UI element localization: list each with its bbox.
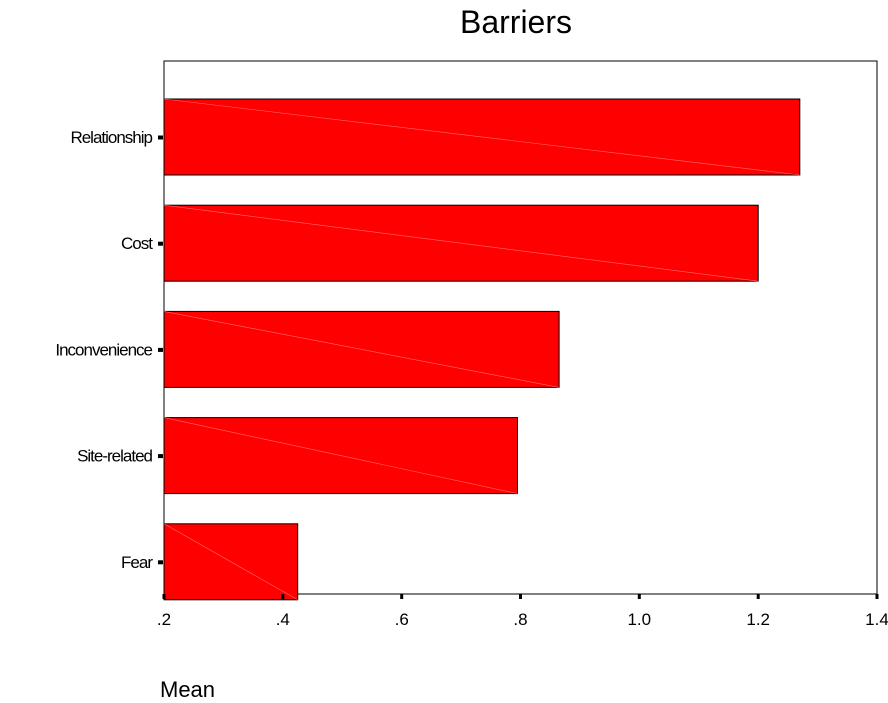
x-tick-mark: [637, 594, 641, 599]
y-tick-mark: [158, 241, 163, 246]
bar-diagonal: [163, 204, 759, 282]
x-tick-label: .6: [395, 610, 409, 629]
y-tick-mark: [158, 135, 163, 140]
x-tick-mark: [281, 594, 285, 599]
y-tick-mark: [158, 454, 163, 459]
x-axis-ticks: .2 .4 .6 .8 1.0 1.2 1.4: [157, 594, 888, 629]
x-tick-label: .4: [276, 610, 290, 629]
bar-diagonal: [163, 523, 298, 601]
x-axis-title: Mean: [160, 677, 215, 702]
x-tick-mark: [519, 594, 522, 599]
x-tick-label: .2: [157, 610, 171, 629]
category-label: Site-related: [77, 447, 152, 466]
category-label: Fear: [121, 553, 153, 572]
x-tick-mark: [875, 594, 879, 599]
bar-diagonal: [163, 417, 518, 494]
y-tick-mark: [158, 560, 163, 565]
category-label: Relationship: [70, 128, 152, 147]
y-tick-mark: [158, 347, 163, 352]
category-label: Cost: [121, 234, 153, 253]
x-tick-label: 1.2: [746, 610, 770, 629]
category-labels: Relationship Cost Inconvenience Site-relate…: [55, 128, 163, 572]
x-tick-label: 1.0: [627, 610, 651, 629]
chart-title: Barriers: [460, 4, 572, 40]
category-label: Inconvenience: [55, 340, 152, 359]
x-tick-label: 1.4: [865, 610, 888, 629]
bars-layer: [163, 98, 801, 601]
bar-diagonal: [163, 311, 560, 388]
x-tick-mark: [162, 594, 166, 599]
bar-diagonal: [163, 98, 800, 176]
x-tick-mark: [400, 594, 404, 599]
x-tick-label: .8: [513, 610, 527, 629]
x-tick-mark: [756, 594, 760, 599]
